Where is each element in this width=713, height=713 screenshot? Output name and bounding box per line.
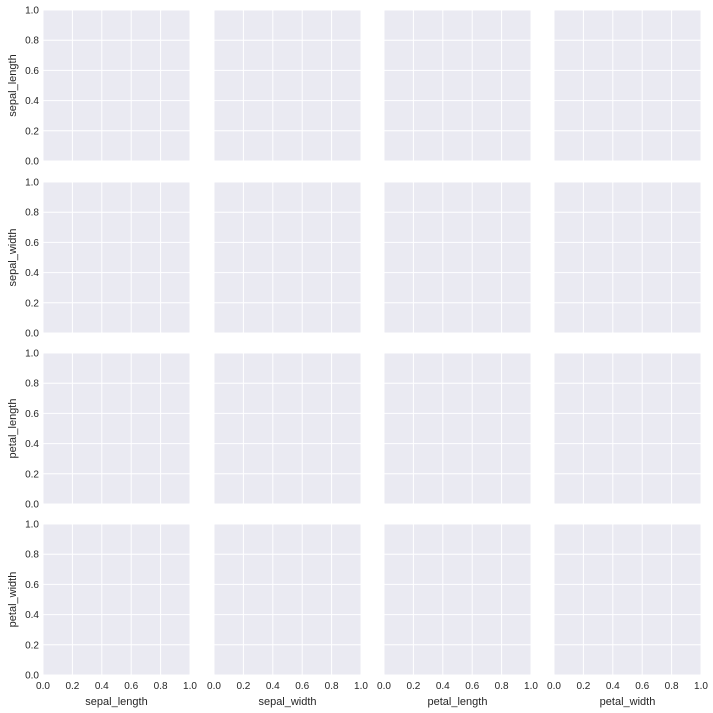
y-tick-label: 0.6 — [25, 580, 39, 591]
panel-background — [554, 10, 701, 161]
x-tick-label: 0.8 — [495, 681, 509, 692]
y-tick-label: 0.8 — [25, 550, 39, 561]
y-tick-label: 0.0 — [25, 329, 39, 340]
y-tick-label: 0.4 — [25, 439, 39, 450]
panel-sepal_length-vs-sepal_width — [213, 9, 362, 162]
panel-background — [384, 10, 531, 161]
panel-background — [43, 524, 190, 675]
panel-background — [43, 10, 190, 161]
x-tick-label: 0.2 — [236, 681, 250, 692]
x-tick-label: 0.4 — [266, 681, 280, 692]
panel-background — [214, 10, 361, 161]
y-tick-label: 0.0 — [25, 157, 39, 168]
y-axis-label-petal_width: petal_width — [7, 572, 19, 628]
panel-sepal_width-vs-petal_length — [383, 181, 532, 334]
panel-petal_length-vs-sepal_length — [42, 352, 191, 505]
panel-background — [554, 353, 701, 504]
panel-background — [554, 524, 701, 675]
x-tick-label: 0.2 — [406, 681, 420, 692]
x-axis-label-petal_length: petal_length — [428, 696, 488, 708]
y-tick-label: 0.4 — [25, 610, 39, 621]
x-tick-label: 0.4 — [95, 681, 109, 692]
y-tick-label: 0.6 — [25, 238, 39, 249]
x-tick-label: 1.0 — [694, 681, 708, 692]
panel-background — [43, 353, 190, 504]
y-tick-label: 0.2 — [25, 640, 39, 651]
y-tick-label: 1.0 — [25, 349, 39, 360]
x-tick-label: 0.8 — [665, 681, 679, 692]
panel-petal_width-vs-petal_length — [383, 523, 532, 676]
x-tick-label: 0.6 — [465, 681, 479, 692]
x-tick-label: 0.2 — [65, 681, 79, 692]
y-tick-label: 0.0 — [25, 671, 39, 682]
y-tick-label: 0.2 — [25, 126, 39, 137]
y-tick-label: 0.6 — [25, 409, 39, 420]
panel-petal_width-vs-sepal_width — [213, 523, 362, 676]
panel-sepal_length-vs-petal_length — [383, 9, 532, 162]
y-tick-label: 0.8 — [25, 208, 39, 219]
panel-sepal_length-vs-sepal_length — [42, 9, 191, 162]
panel-petal_width-vs-petal_width — [553, 523, 702, 676]
x-tick-label: 1.0 — [183, 681, 197, 692]
x-axis-label-sepal_width: sepal_width — [258, 696, 316, 708]
y-axis-label-petal_length: petal_length — [7, 399, 19, 459]
panel-sepal_width-vs-sepal_length — [42, 181, 191, 334]
y-tick-label: 0.4 — [25, 268, 39, 279]
panel-petal_length-vs-sepal_width — [213, 352, 362, 505]
panel-petal_length-vs-petal_length — [383, 352, 532, 505]
y-axis-label-sepal_length: sepal_length — [7, 54, 19, 116]
x-tick-label: 0.4 — [606, 681, 620, 692]
y-tick-label: 1.0 — [25, 520, 39, 531]
panel-background — [384, 524, 531, 675]
panel-background — [384, 353, 531, 504]
y-tick-label: 0.2 — [25, 298, 39, 309]
y-axis-label-sepal_width: sepal_width — [7, 228, 19, 286]
x-tick-label: 0.0 — [547, 681, 561, 692]
y-tick-label: 0.4 — [25, 96, 39, 107]
x-tick-label: 1.0 — [524, 681, 538, 692]
panel-background — [214, 182, 361, 333]
panel-background — [214, 524, 361, 675]
panel-background — [214, 353, 361, 504]
x-tick-label: 0.0 — [207, 681, 221, 692]
x-tick-label: 0.8 — [154, 681, 168, 692]
y-tick-label: 0.6 — [25, 66, 39, 77]
panel-petal_width-vs-sepal_length — [42, 523, 191, 676]
panel-sepal_length-vs-petal_width — [553, 9, 702, 162]
x-tick-label: 0.6 — [124, 681, 138, 692]
x-tick-label: 0.6 — [295, 681, 309, 692]
y-tick-label: 0.8 — [25, 379, 39, 390]
panel-background — [384, 182, 531, 333]
y-tick-label: 0.8 — [25, 36, 39, 47]
y-tick-label: 1.0 — [25, 178, 39, 189]
x-tick-label: 0.0 — [36, 681, 50, 692]
x-tick-label: 0.8 — [325, 681, 339, 692]
panel-background — [554, 182, 701, 333]
x-axis-label-petal_width: petal_width — [600, 696, 656, 708]
labels-layer: 0.0 0.2 0.4 0.6 0.8 1.0 sepal_length 0.0 0.2 0.4 0… — [7, 6, 708, 709]
y-tick-label: 0.2 — [25, 469, 39, 480]
x-tick-label: 0.2 — [576, 681, 590, 692]
panels-layer — [42, 9, 702, 676]
panel-petal_length-vs-petal_width — [553, 352, 702, 505]
x-tick-label: 0.6 — [635, 681, 649, 692]
x-tick-label: 1.0 — [354, 681, 368, 692]
x-tick-label: 0.4 — [436, 681, 450, 692]
panel-background — [43, 182, 190, 333]
panel-sepal_width-vs-sepal_width — [213, 181, 362, 334]
panel-sepal_width-vs-petal_width — [553, 181, 702, 334]
y-tick-label: 1.0 — [25, 6, 39, 17]
x-axis-label-sepal_length: sepal_length — [85, 696, 147, 708]
x-tick-label: 0.0 — [377, 681, 391, 692]
y-tick-label: 0.0 — [25, 500, 39, 511]
